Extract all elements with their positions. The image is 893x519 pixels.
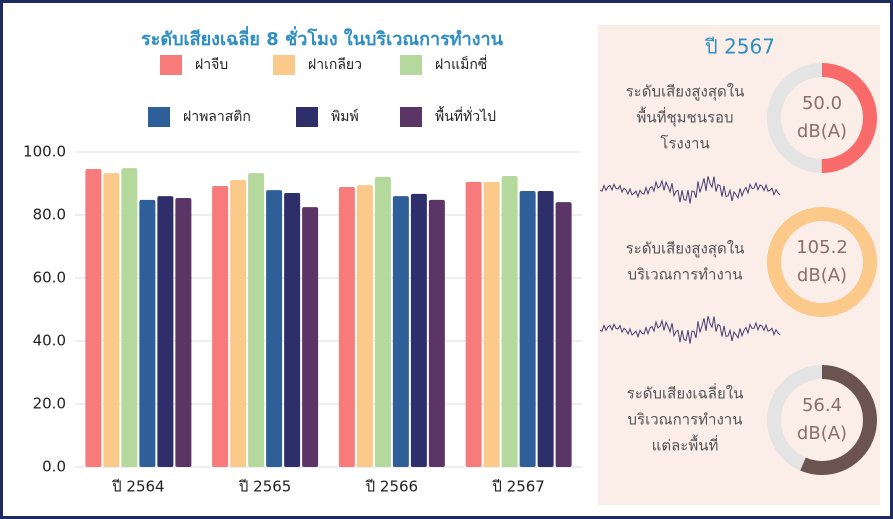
legend-label: ฝาพลาสติก: [183, 109, 251, 125]
gauge-label: บริเวณการทำงาน: [628, 266, 743, 284]
x-tick-label: ปี 2565: [238, 478, 291, 496]
x-tick-label: ปี 2567: [491, 478, 544, 496]
bar: [537, 191, 554, 467]
gauge-value: 50.0: [802, 93, 842, 114]
bar: [139, 199, 156, 467]
gauge-label: ระดับเสียงสูงสุดใน: [626, 240, 745, 259]
y-tick-label: 0.0: [42, 458, 66, 476]
bar: [483, 181, 500, 468]
bar: [266, 190, 283, 468]
bar: [555, 202, 572, 467]
bar: [157, 196, 174, 467]
bar: [175, 197, 192, 468]
gauge-label: บริเวณการทำงาน: [628, 411, 743, 429]
bar: [103, 173, 120, 468]
waveform: [599, 176, 781, 204]
gauge-label: พื้นที่ชุมชนรอบ: [636, 107, 733, 128]
legend-label: ฝาจีบ: [195, 57, 228, 73]
y-tick-label: 100.0: [23, 143, 66, 161]
x-tick-label: ปี 2564: [111, 478, 164, 496]
legend-label: พิมพ์: [331, 108, 359, 125]
bar: [392, 196, 409, 467]
legend-swatch: [400, 107, 422, 127]
y-tick-label: 40.0: [33, 332, 66, 350]
y-tick-label: 60.0: [33, 269, 66, 287]
gauge-unit: dB(A): [797, 121, 847, 142]
side-panel: [598, 25, 880, 505]
legend-swatch: [273, 55, 295, 75]
bar: [410, 193, 427, 467]
x-tick-label: ปี 2566: [365, 478, 418, 496]
legend-label: ฝาแม็กซี่: [435, 55, 487, 73]
gauge-arc: [767, 63, 877, 173]
legend-swatch: [148, 107, 170, 127]
bar: [121, 168, 138, 467]
gauge-arc: [767, 207, 877, 317]
bar: [248, 173, 265, 468]
y-tick-label: 20.0: [33, 395, 66, 413]
bar: [230, 180, 247, 467]
bar: [519, 191, 536, 467]
bar: [212, 186, 229, 467]
gauge-unit: dB(A): [797, 265, 847, 286]
gauge-unit: dB(A): [797, 423, 847, 444]
chart-title: ระดับเสียงเฉลี่ย 8 ชั่วโมง ในบริเวณการทำ…: [141, 26, 504, 50]
legend-label: ฝาเกลียว: [308, 57, 362, 73]
gauge-value: 105.2: [796, 237, 848, 258]
panel-title: ปี 2567: [705, 35, 775, 59]
gauge-label: ระดับเสียงเฉลี่ยใน: [627, 383, 744, 403]
bar: [465, 181, 482, 468]
gauge-arc: [767, 365, 877, 475]
bar: [338, 186, 355, 467]
gauge-label: ระดับเสียงสูงสุดใน: [626, 83, 745, 102]
y-tick-label: 80.0: [33, 206, 66, 224]
bar: [374, 176, 391, 467]
gauge-value: 56.4: [802, 395, 842, 416]
bar: [356, 185, 373, 467]
legend-swatch: [160, 55, 182, 75]
gauge-label: แต่ละพื้นที่: [652, 435, 719, 455]
legend-swatch: [296, 107, 318, 127]
legend-label: พื้นที่ทั่วไป: [435, 106, 496, 125]
bar: [284, 192, 301, 467]
legend-swatch: [400, 55, 422, 75]
bar: [501, 175, 518, 467]
bar: [428, 199, 445, 467]
bar: [85, 169, 102, 467]
gauge-label: โรงงาน: [660, 135, 709, 153]
waveform: [599, 316, 781, 344]
bar: [302, 207, 319, 467]
